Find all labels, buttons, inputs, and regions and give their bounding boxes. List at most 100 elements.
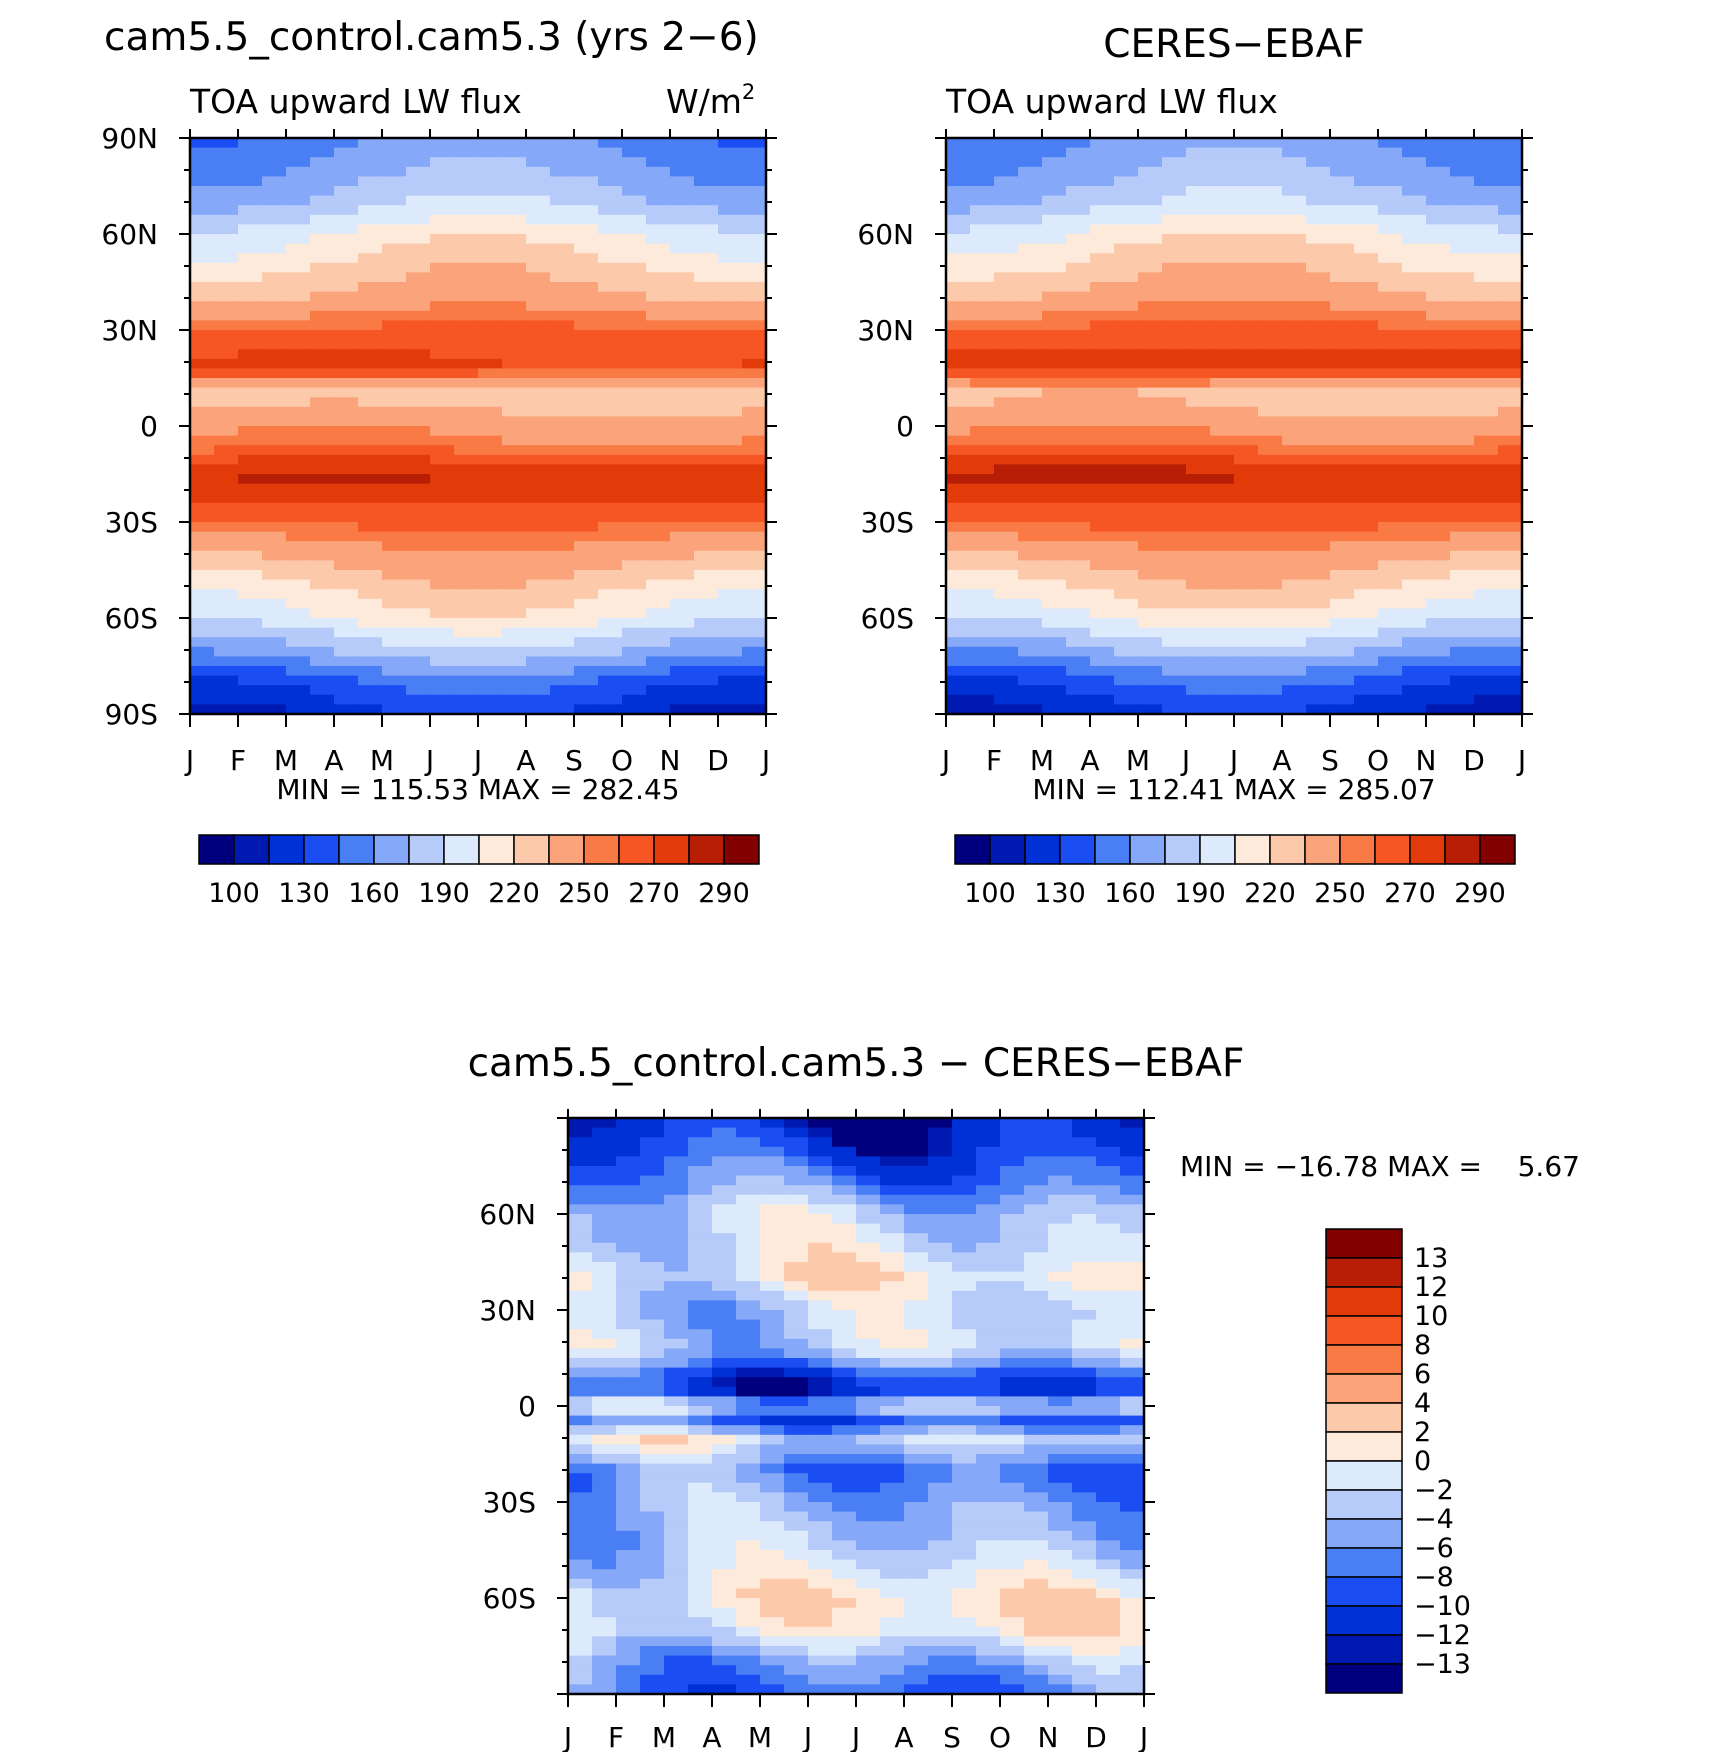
model-cell <box>430 243 455 254</box>
model-cell <box>646 579 671 590</box>
model-cell <box>406 214 431 225</box>
obs-cell <box>1090 637 1115 648</box>
diff-cell <box>592 1569 617 1580</box>
obs-cell <box>946 579 971 590</box>
obs-cell <box>1282 176 1307 187</box>
diff-cell <box>880 1175 905 1186</box>
model-cell <box>550 685 575 696</box>
diff-cell <box>616 1348 641 1359</box>
model-cell <box>550 474 575 485</box>
diff-cell <box>640 1569 665 1580</box>
diff-cell <box>592 1674 617 1685</box>
obs-cell <box>1498 234 1522 245</box>
model-cell <box>358 406 383 417</box>
obs-cell <box>1210 646 1235 657</box>
model-cell <box>358 166 383 177</box>
model-cell <box>454 166 479 177</box>
diff-cell <box>952 1578 977 1589</box>
obs-cell <box>1354 282 1379 293</box>
model-cell <box>646 214 671 225</box>
obs-cell <box>1114 675 1139 686</box>
model-cell <box>382 147 407 158</box>
diff-cell <box>976 1434 1001 1445</box>
model-cell <box>406 205 431 216</box>
diff-colorbar-label: 0 <box>1414 1446 1431 1477</box>
diff-cell <box>1048 1281 1073 1292</box>
diff-colorbar-label: 2 <box>1414 1417 1431 1448</box>
model-cell <box>286 493 311 504</box>
diff-cell <box>568 1502 593 1513</box>
model-cell <box>742 282 766 293</box>
model-cell <box>550 560 575 571</box>
diff-cell <box>1024 1655 1049 1666</box>
obs-cell <box>994 157 1019 168</box>
diff-cell <box>952 1559 977 1570</box>
model-cell <box>238 522 263 533</box>
model-cell <box>502 570 527 581</box>
model-cell <box>694 656 719 667</box>
model-cell <box>358 195 383 206</box>
obs-cell <box>1258 214 1283 225</box>
obs-cell <box>1186 550 1211 561</box>
obs-subtitle: TOA upward LW flux <box>945 82 1278 121</box>
obs-cell <box>946 378 971 389</box>
obs-cell <box>1402 579 1427 590</box>
obs-cell <box>1258 474 1283 485</box>
model-cell <box>598 301 623 312</box>
diff-cell <box>1096 1492 1121 1503</box>
diff-cell <box>688 1358 713 1369</box>
obs-cell <box>1138 214 1163 225</box>
diff-cell <box>640 1521 665 1532</box>
diff-cell <box>640 1214 665 1225</box>
model-cell <box>478 186 503 197</box>
obs-colorbar-label: 190 <box>1174 878 1226 909</box>
diff-cell <box>904 1636 929 1647</box>
diff-cell <box>1096 1271 1121 1282</box>
obs-cell <box>1450 435 1475 446</box>
diff-cell <box>832 1655 857 1666</box>
obs-cell <box>1306 282 1331 293</box>
diff-cell <box>712 1463 737 1474</box>
diff-cell <box>832 1521 857 1532</box>
diff-colorbar-swatch <box>1325 1547 1403 1578</box>
model-cell <box>190 176 215 187</box>
model-cell <box>670 560 695 571</box>
diff-cell <box>952 1214 977 1225</box>
diff-cell <box>736 1358 761 1369</box>
model-cell <box>502 186 527 197</box>
diff-cell <box>1048 1300 1073 1311</box>
obs-cell <box>1282 397 1307 408</box>
diff-cell <box>808 1492 833 1503</box>
obs-cell <box>1186 426 1211 437</box>
diff-cell <box>784 1185 809 1196</box>
diff-cell <box>1072 1214 1097 1225</box>
diff-cell <box>952 1434 977 1445</box>
obs-cell <box>946 502 971 513</box>
model-cell <box>598 598 623 609</box>
diff-cell <box>616 1598 641 1609</box>
diff-cell <box>1072 1607 1097 1618</box>
diff-cell <box>952 1137 977 1148</box>
model-cell <box>310 550 335 561</box>
obs-cell <box>1282 406 1307 417</box>
obs-cell <box>1474 387 1499 398</box>
diff-cell <box>712 1684 737 1694</box>
model-cell <box>190 195 215 206</box>
obs-cell <box>1162 234 1187 245</box>
model-cell <box>550 378 575 389</box>
model-cell <box>670 214 695 225</box>
diff-cell <box>592 1386 617 1397</box>
diff-cell <box>1072 1540 1097 1551</box>
diff-cell <box>664 1406 689 1417</box>
model-cell <box>382 416 407 427</box>
diff-cell <box>1048 1617 1073 1628</box>
model-cell <box>358 627 383 638</box>
diff-cell <box>1024 1358 1049 1369</box>
model-cell <box>598 358 623 369</box>
diff-cell <box>688 1511 713 1522</box>
diff-cell <box>904 1127 929 1138</box>
model-cell <box>262 166 287 177</box>
obs-cell <box>1354 656 1379 667</box>
obs-cell <box>1138 618 1163 629</box>
model-cell <box>406 483 431 494</box>
